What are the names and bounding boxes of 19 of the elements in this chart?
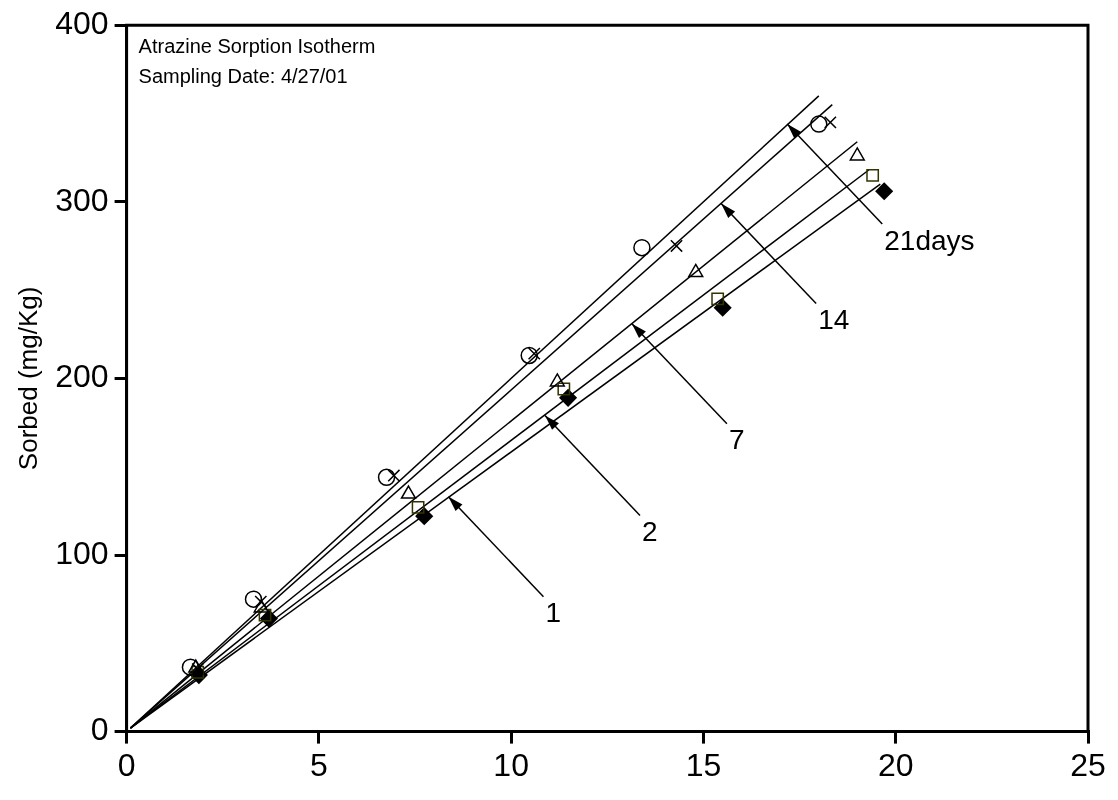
x-tick-label: 5: [309, 746, 328, 783]
y-axis-title: Sorbed (mg/Kg): [12, 286, 43, 471]
x-tick-label: 15: [685, 746, 722, 783]
y-tick-label: 400: [55, 5, 109, 42]
y-tick-label: 300: [55, 181, 109, 218]
y-tick-label: 200: [55, 358, 109, 395]
text: Atrazine Sorption Isotherm: [138, 34, 376, 57]
x-tick-label: 25: [1070, 746, 1106, 783]
annotation: 7: [728, 424, 745, 456]
x-tick-label: 0: [117, 746, 136, 783]
annotation: 2: [642, 516, 658, 548]
annotation: 14: [818, 304, 850, 336]
x-tick-label: 10: [493, 746, 529, 783]
annotation: 21days: [884, 224, 975, 256]
text: Sampling Date: 4/27/01: [138, 64, 348, 87]
y-tick-label: 0: [90, 711, 109, 748]
x-tick-label: 20: [877, 746, 914, 783]
annotation: 1: [545, 597, 562, 629]
y-tick-label: 100: [55, 534, 109, 571]
